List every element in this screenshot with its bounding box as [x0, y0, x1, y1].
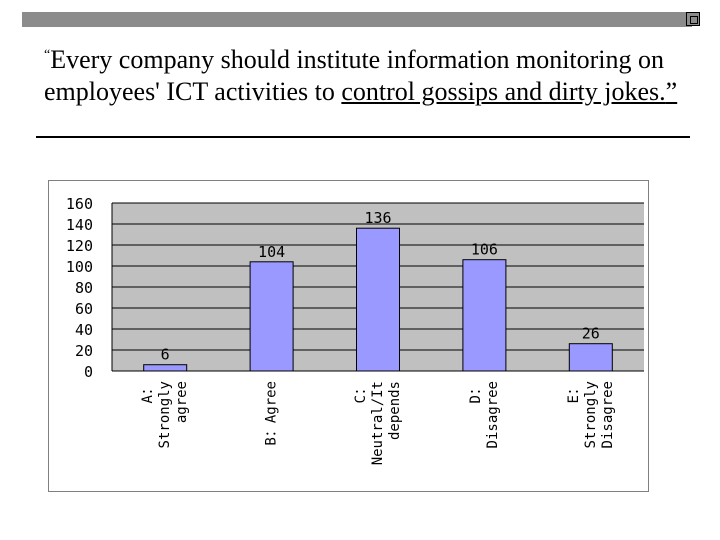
- y-tick-label: 80: [75, 279, 93, 297]
- x-tick-label: Neutral/It: [370, 381, 386, 465]
- bar: [568, 343, 613, 372]
- data-label: 136: [364, 209, 391, 227]
- corner-square-icon: [686, 12, 700, 26]
- y-tick-label: 20: [75, 342, 93, 360]
- y-tick-label: 0: [84, 363, 93, 381]
- x-tick-label: B：Agree: [264, 381, 280, 446]
- bar: [356, 227, 400, 372]
- bar: [143, 364, 188, 372]
- top-decor-bar: [22, 12, 692, 27]
- x-tick-label: Disagree: [600, 381, 616, 448]
- bar: [462, 259, 507, 372]
- y-tick-label: 100: [66, 258, 93, 276]
- x-tick-label: depends: [387, 381, 403, 440]
- x-tick-label: agree: [174, 381, 190, 423]
- data-label: 26: [582, 325, 600, 343]
- x-tick-label: Strongly: [583, 381, 599, 448]
- title-open-quote: “: [44, 47, 51, 63]
- x-tick-label: C：: [353, 381, 369, 403]
- title-main-text: Every company should institute informati…: [44, 45, 665, 106]
- data-label: 106: [471, 241, 498, 259]
- y-tick-label: 160: [66, 195, 93, 213]
- x-tick-label: D：: [468, 381, 484, 403]
- x-tick-label: Strongly: [157, 381, 173, 448]
- data-label: 104: [258, 243, 285, 261]
- title-underlined-text: control gossips and dirty jokes.”: [341, 77, 677, 106]
- y-tick-label: 140: [66, 216, 93, 234]
- title-close-quote: ”: [665, 77, 678, 106]
- chart-frame: 160 140 120 100 80 60 40 20 0 6 A： Strongly agree 104…: [48, 180, 649, 492]
- x-tick-label: E：: [566, 381, 582, 403]
- x-tick-label: Disagree: [485, 381, 501, 448]
- bar: [249, 261, 294, 372]
- slide-title: “Every company should institute informat…: [44, 44, 694, 108]
- data-label: 6: [161, 346, 170, 364]
- title-underline-rule: [36, 136, 690, 138]
- y-tick-label: 40: [75, 321, 93, 339]
- title-underlined-phrase: control gossips and dirty jokes.: [341, 77, 666, 106]
- y-tick-label: 60: [75, 300, 93, 318]
- x-tick-label: A：: [140, 381, 156, 403]
- y-tick-label: 120: [66, 237, 93, 255]
